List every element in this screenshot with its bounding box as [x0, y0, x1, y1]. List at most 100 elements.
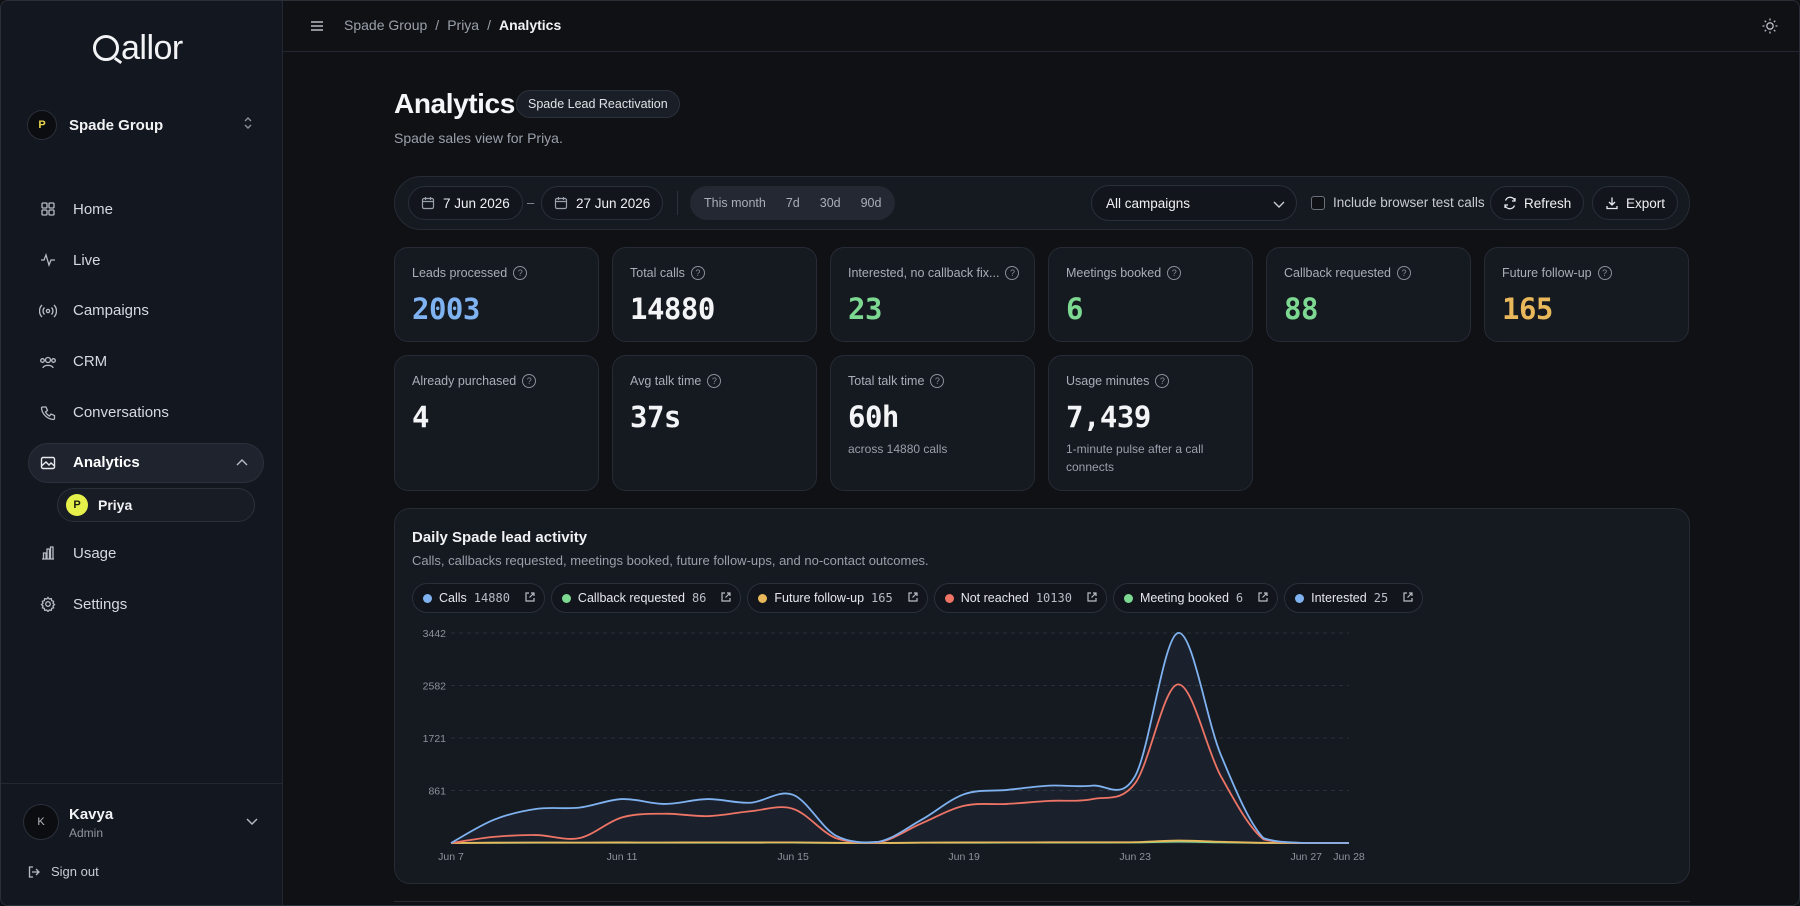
broadcast-icon [39, 302, 57, 320]
user-name: Kavya [69, 806, 114, 823]
legend-item[interactable]: Calls 14880 [412, 583, 545, 613]
metric-value: 4 [412, 400, 429, 434]
y-tick-label: 3442 [423, 628, 447, 640]
y-tick-label: 2582 [423, 680, 447, 692]
help-icon[interactable]: ? [930, 374, 945, 388]
sign-out-button[interactable]: Sign out [27, 864, 99, 879]
sidebar-nav: Home Live Campaigns CRM Conversations An… [28, 184, 264, 630]
preset-30d[interactable]: 30d [819, 196, 841, 210]
grid-icon [39, 200, 57, 218]
legend-count: 86 [691, 591, 707, 605]
date-from-picker[interactable]: 7 Jun 2026 [408, 186, 523, 220]
legend-label: Not reached [960, 591, 1029, 605]
help-icon[interactable]: ? [1597, 266, 1612, 280]
app-logo[interactable]: allor [93, 29, 183, 68]
legend-label: Meeting booked [1139, 591, 1229, 605]
external-link-icon[interactable] [1257, 591, 1269, 606]
legend-swatch [1123, 593, 1133, 603]
external-link-icon[interactable] [524, 591, 536, 606]
x-tick-label: Jun 15 [777, 851, 809, 863]
refresh-icon [1504, 196, 1516, 210]
help-icon[interactable]: ? [522, 374, 537, 388]
legend-item[interactable]: Future follow-up 165 [747, 583, 928, 613]
sidebar-item-home[interactable]: Home [29, 184, 263, 235]
sun-icon[interactable] [1761, 17, 1779, 40]
sidebar-item-usage[interactable]: Usage [29, 528, 263, 579]
sidebar-item-analytics[interactable]: Analytics [28, 442, 264, 483]
help-icon[interactable]: ? [1005, 266, 1020, 280]
metric-card-total-talk-time: Total talk time? 60h across 14880 calls [830, 355, 1035, 491]
chart-title: Daily Spade lead activity [412, 529, 588, 546]
metric-value: 37s [630, 400, 681, 434]
help-icon[interactable]: ? [1155, 374, 1170, 388]
external-link-icon[interactable] [1402, 591, 1414, 606]
org-avatar: P [27, 110, 57, 140]
x-tick-label: Jun 27 [1290, 851, 1322, 863]
help-icon[interactable]: ? [513, 266, 528, 280]
chart-subtitle: Calls, callbacks requested, meetings boo… [412, 553, 929, 568]
chevrons-updown-icon [243, 115, 253, 133]
org-switcher[interactable]: P Spade Group [27, 109, 261, 141]
x-tick-label: Jun 28 [1333, 851, 1365, 863]
sidebar: allor P Spade Group Home Live Campaigns [1, 1, 283, 905]
external-link-icon[interactable] [720, 591, 732, 606]
metric-value: 7,439 [1066, 400, 1151, 434]
y-tick-label: 1721 [423, 733, 447, 745]
breadcrumb-separator: / [487, 17, 491, 33]
chevron-down-icon[interactable] [245, 814, 259, 833]
campaign-select[interactable]: All campaigns [1091, 185, 1297, 221]
preset-90d[interactable]: 90d [860, 196, 882, 210]
chevron-down-icon [1272, 197, 1286, 214]
sidebar-item-label: Live [73, 251, 101, 269]
sidebar-item-campaigns[interactable]: Campaigns [29, 286, 263, 337]
breadcrumb-current: Analytics [498, 17, 562, 33]
breadcrumb-item[interactable]: Priya [447, 17, 480, 33]
metric-card-meetings-booked: Meetings booked? 6 [1048, 247, 1253, 342]
legend-item[interactable]: Callback requested 86 [550, 583, 742, 613]
metric-value: 60h [848, 400, 899, 434]
divider [677, 191, 678, 215]
user-menu[interactable]: K Kavya Admin Sign out [1, 783, 283, 905]
breadcrumb-item[interactable]: Spade Group [344, 17, 428, 33]
breadcrumb-separator: / [435, 17, 440, 33]
calls-area [451, 632, 1349, 843]
sidebar-item-conversations[interactable]: Conversations [29, 387, 263, 438]
help-icon[interactable]: ? [690, 266, 705, 280]
series-line-calls [450, 632, 1349, 844]
legend-swatch [423, 593, 432, 603]
metric-value: 88 [1284, 292, 1318, 326]
y-tick-label: 861 [428, 785, 446, 797]
calendar-icon [421, 197, 435, 210]
sidebar-item-crm[interactable]: CRM [29, 336, 263, 387]
preset-7d[interactable]: 7d [785, 196, 800, 210]
legend-item[interactable]: Interested 25 [1284, 583, 1424, 613]
sidebar-item-settings[interactable]: Settings [29, 579, 263, 630]
preset-this-month[interactable]: This month [704, 196, 766, 210]
help-icon[interactable]: ? [1167, 266, 1182, 280]
external-link-icon[interactable] [1086, 591, 1098, 606]
external-link-icon[interactable] [907, 591, 919, 606]
date-to-picker[interactable]: 27 Jun 2026 [541, 186, 664, 220]
date-range-separator: – [527, 195, 535, 210]
sidebar-subitem-label: Priya [98, 496, 133, 513]
x-tick-label: Jun 11 [607, 851, 638, 863]
series-line-not-reached [450, 683, 1349, 844]
legend-item[interactable]: Not reached 10130 [933, 583, 1107, 613]
image-icon [39, 454, 57, 472]
sidebar-subitem-priya[interactable]: P Priya [57, 487, 255, 522]
legend-item[interactable]: Meeting booked 6 [1112, 583, 1279, 613]
refresh-button[interactable]: Refresh [1490, 186, 1585, 220]
org-name: Spade Group [69, 116, 164, 134]
help-icon[interactable]: ? [707, 374, 722, 388]
menu-icon[interactable] [309, 19, 325, 38]
metric-value: 2003 [412, 292, 480, 326]
export-button[interactable]: Export [1592, 186, 1679, 220]
checkbox[interactable] [1311, 195, 1325, 210]
gear-icon [39, 595, 57, 613]
include-test-calls-checkbox[interactable]: Include browser test calls [1311, 195, 1485, 210]
chevron-up-icon[interactable] [235, 456, 249, 474]
help-icon[interactable]: ? [1397, 266, 1412, 280]
page-title: Analytics [394, 88, 515, 119]
bar-chart-icon [39, 544, 57, 562]
sidebar-item-live[interactable]: Live [29, 235, 263, 286]
